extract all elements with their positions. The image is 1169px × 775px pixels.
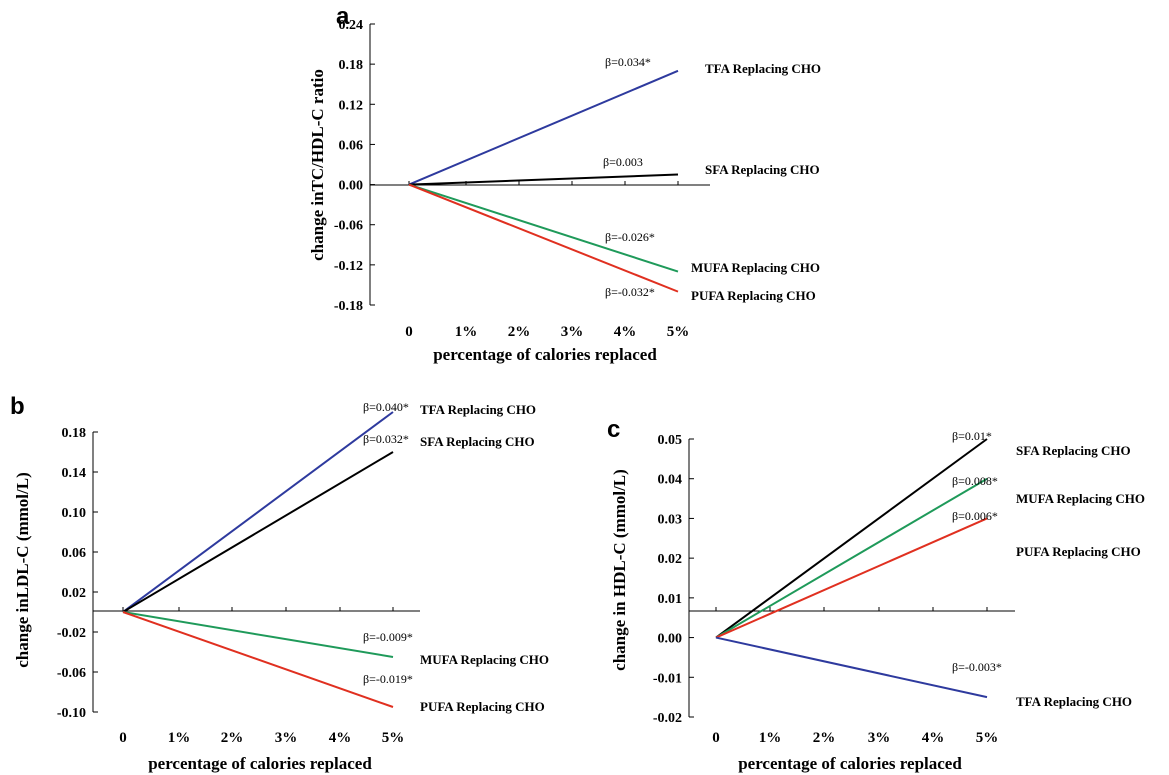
series-line-b <box>122 451 394 613</box>
y-tick-label-b: -0.10 <box>57 706 86 721</box>
beta-label-a: β=0.034* <box>605 55 651 69</box>
beta-label-a: β=-0.032* <box>605 285 655 299</box>
series-line-b <box>122 611 394 708</box>
series-label-a: PUFA Replacing CHO <box>691 288 816 303</box>
series-label-c: MUFA Replacing CHO <box>1016 491 1145 506</box>
y-tick-label-c: -0.02 <box>653 711 682 726</box>
x-tick-label-a: 2% <box>508 324 531 340</box>
y-tick-label-c: 0.03 <box>658 512 683 527</box>
x-tick-label-a: 5% <box>667 324 690 340</box>
y-tick-label-b: 0.02 <box>62 586 87 601</box>
series-line-c <box>715 438 988 639</box>
series-line-a <box>408 69 679 186</box>
y-tick-label-c: 0.01 <box>658 592 683 607</box>
beta-label-c: β=0.01* <box>952 429 992 443</box>
x-axis-title-c: percentage of calories replaced <box>738 754 962 773</box>
x-axis-title-a: percentage of calories replaced <box>433 345 657 364</box>
y-axis-title-a: change inTC/HDL-C ratio <box>308 69 327 261</box>
y-tick-label-b: 0.06 <box>62 546 87 561</box>
y-tick-label-a: 0.00 <box>339 179 364 194</box>
series-label-a: MUFA Replacing CHO <box>691 260 820 275</box>
y-tick-label-a: 0.06 <box>339 138 364 153</box>
series-label-c: TFA Replacing CHO <box>1016 694 1132 709</box>
series-line-c <box>715 636 988 699</box>
x-tick-label-c: 2% <box>813 730 836 746</box>
series-label-c: SFA Replacing CHO <box>1016 443 1131 458</box>
x-tick-label-a: 1% <box>455 324 478 340</box>
x-tick-label-c: 4% <box>922 730 945 746</box>
y-tick-label-b: 0.10 <box>62 506 87 521</box>
y-tick-label-b: 0.14 <box>62 466 87 481</box>
y-tick-label-a: 0.18 <box>339 58 364 73</box>
y-tick-label-b: -0.02 <box>57 626 86 641</box>
series-line-c <box>715 517 988 639</box>
series-line-a <box>408 183 679 273</box>
series-line-b <box>122 411 394 613</box>
series-line-b <box>122 611 394 658</box>
series-line-a <box>408 183 679 293</box>
beta-label-c: β=-0.003* <box>952 660 1002 674</box>
x-tick-label-b: 4% <box>329 730 352 746</box>
x-tick-label-c: 1% <box>759 730 782 746</box>
panel-label-c: c <box>607 416 620 443</box>
beta-label-c: β=0.008* <box>952 474 998 488</box>
x-tick-label-b: 0 <box>119 730 127 746</box>
beta-label-a: β=-0.026* <box>605 230 655 244</box>
beta-label-a: β=0.003 <box>603 155 643 169</box>
series-label-b: MUFA Replacing CHO <box>420 652 549 667</box>
series-line-c <box>715 477 988 639</box>
beta-label-b: β=0.032* <box>363 432 409 446</box>
x-tick-label-a: 0 <box>405 324 413 340</box>
series-label-c: PUFA Replacing CHO <box>1016 544 1141 559</box>
y-tick-label-c: 0.04 <box>658 473 683 488</box>
beta-label-c: β=0.006* <box>952 509 998 523</box>
beta-label-b: β=-0.009* <box>363 630 413 644</box>
series-label-a: TFA Replacing CHO <box>705 61 821 76</box>
series-label-b: PUFA Replacing CHO <box>420 699 545 714</box>
y-tick-label-a: 0.24 <box>339 18 364 33</box>
x-tick-label-b: 2% <box>221 730 244 746</box>
y-tick-label-b: 0.18 <box>62 426 87 441</box>
y-tick-label-c: 0.05 <box>658 433 683 448</box>
x-tick-label-a: 4% <box>614 324 637 340</box>
y-tick-label-c: 0.02 <box>658 552 683 567</box>
x-tick-label-c: 5% <box>976 730 999 746</box>
panel-label-b: b <box>10 393 25 420</box>
x-tick-label-a: 3% <box>561 324 584 340</box>
panel-label-a: a <box>336 3 350 30</box>
series-label-b: TFA Replacing CHO <box>420 402 536 417</box>
series-line-a <box>408 173 679 186</box>
y-tick-label-a: 0.12 <box>339 98 364 113</box>
y-tick-label-a: -0.18 <box>334 299 363 314</box>
x-tick-label-c: 0 <box>712 730 720 746</box>
y-axis-title-b: change inLDL-C (mmol/L) <box>13 472 32 668</box>
y-axis-title-c: change in HDL-C (mmol/L) <box>610 469 629 671</box>
beta-label-b: β=0.040* <box>363 400 409 414</box>
beta-label-b: β=-0.019* <box>363 672 413 686</box>
x-tick-label-b: 5% <box>382 730 405 746</box>
y-tick-label-a: -0.12 <box>334 259 363 274</box>
y-tick-label-a: -0.06 <box>334 219 363 234</box>
x-tick-label-b: 3% <box>275 730 298 746</box>
x-axis-title-b: percentage of calories replaced <box>148 754 372 773</box>
series-label-a: SFA Replacing CHO <box>705 162 820 177</box>
x-tick-label-b: 1% <box>168 730 191 746</box>
series-label-b: SFA Replacing CHO <box>420 434 535 449</box>
y-tick-label-c: -0.01 <box>653 671 682 686</box>
x-tick-label-c: 3% <box>868 730 891 746</box>
y-tick-label-c: 0.00 <box>658 632 683 647</box>
y-tick-label-b: -0.06 <box>57 666 86 681</box>
